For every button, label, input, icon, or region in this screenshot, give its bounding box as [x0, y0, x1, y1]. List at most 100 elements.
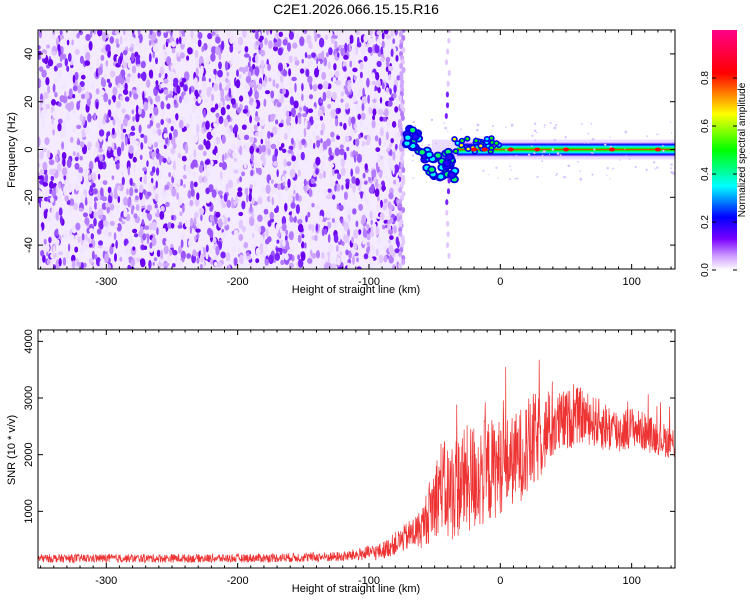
noise-speck	[249, 262, 254, 268]
noise-speck	[108, 231, 112, 237]
carrier-hotspot	[481, 147, 488, 152]
signal-blob-core	[438, 174, 444, 179]
noise-speck	[204, 98, 210, 104]
noise-speck	[369, 92, 372, 98]
noise-speck	[133, 140, 139, 146]
signal-dot	[491, 125, 494, 128]
signal-blob-core	[410, 128, 416, 133]
noise-speck	[87, 195, 93, 205]
signal-dot	[548, 153, 551, 155]
noise-speck	[156, 209, 160, 215]
noise-speck	[244, 84, 251, 92]
noise-speck	[355, 138, 360, 147]
noise-speck	[57, 102, 62, 107]
noise-speck	[123, 36, 128, 42]
noise-speck	[399, 43, 404, 49]
noise-speck	[157, 128, 162, 136]
noise-speck	[75, 222, 81, 231]
noise-speck	[378, 254, 384, 264]
noise-speck	[80, 262, 84, 269]
noise-speck	[347, 258, 352, 265]
signal-dot	[505, 148, 507, 151]
noise-speck	[278, 31, 283, 37]
noise-speck	[99, 122, 103, 130]
noise-speck	[177, 152, 182, 159]
noise-speck	[166, 103, 171, 110]
noise-speck	[87, 237, 91, 244]
signal-blob-core	[454, 149, 458, 153]
noise-speck	[213, 159, 218, 165]
signal-dot	[412, 177, 415, 179]
noise-speck	[383, 30, 389, 35]
noise-speck	[179, 179, 183, 186]
signal-ghost	[445, 199, 449, 206]
noise-speck	[106, 113, 109, 124]
noise-speck	[89, 185, 93, 193]
noise-speck	[221, 134, 226, 144]
noise-speck	[368, 250, 372, 260]
noise-speck	[297, 223, 304, 233]
noise-speck	[159, 232, 162, 242]
noise-speck	[247, 61, 251, 68]
noise-speck	[163, 262, 170, 267]
noise-speck	[187, 189, 192, 199]
noise-speck	[385, 34, 391, 40]
noise-speck	[150, 98, 153, 105]
noise-speck	[43, 238, 47, 245]
noise-speck	[220, 170, 223, 180]
noise-speck	[202, 150, 207, 157]
noise-speck	[340, 98, 344, 103]
noise-speck	[194, 235, 197, 242]
noise-speck	[54, 91, 58, 98]
noise-speck	[297, 169, 302, 177]
noise-speck	[397, 203, 402, 209]
noise-speck	[369, 210, 373, 220]
noise-speck	[48, 159, 55, 166]
noise-speck	[328, 47, 333, 56]
noise-speck	[210, 129, 216, 136]
noise-speck	[131, 207, 134, 215]
noise-speck	[84, 127, 90, 134]
noise-speck	[366, 229, 370, 235]
noise-speck	[233, 169, 239, 174]
noise-speck	[195, 57, 200, 67]
noise-speck	[68, 88, 73, 98]
signal-blob-core	[449, 173, 455, 178]
noise-speck	[143, 174, 147, 185]
noise-speck	[254, 90, 259, 100]
noise-speck	[362, 87, 365, 98]
noise-speck	[389, 142, 393, 148]
noise-speck	[383, 255, 388, 263]
noise-speck	[66, 112, 71, 122]
noise-speck	[120, 123, 124, 131]
noise-speck	[346, 206, 353, 215]
noise-speck	[50, 124, 56, 130]
noise-speck	[66, 39, 70, 46]
noise-speck	[328, 30, 333, 38]
noise-speck	[211, 189, 217, 198]
noise-speck	[178, 119, 184, 129]
noise-speck	[58, 194, 61, 203]
noise-speck	[115, 48, 121, 53]
noise-speck	[57, 118, 63, 124]
signal-dot	[543, 127, 546, 129]
noise-speck	[123, 196, 128, 206]
noise-speck	[58, 182, 62, 189]
noise-speck	[226, 71, 230, 77]
colorbar-ticks: 0.0 0.2 0.4 0.6 0.8	[700, 71, 737, 277]
noise-speck	[66, 65, 70, 72]
noise-speck	[84, 197, 88, 206]
noise-speck	[230, 197, 234, 206]
noise-speck	[67, 52, 72, 62]
noise-speck	[293, 184, 297, 189]
noise-speck	[353, 75, 357, 80]
x-tick-label: -300	[95, 276, 117, 288]
noise-speck	[181, 155, 187, 161]
noise-speck	[130, 125, 136, 131]
noise-speck	[222, 203, 227, 208]
noise-speck	[375, 162, 379, 169]
noise-speck	[139, 154, 143, 160]
signal-dot	[606, 167, 609, 170]
noise-speck	[120, 132, 125, 141]
noise-speck	[375, 248, 379, 256]
